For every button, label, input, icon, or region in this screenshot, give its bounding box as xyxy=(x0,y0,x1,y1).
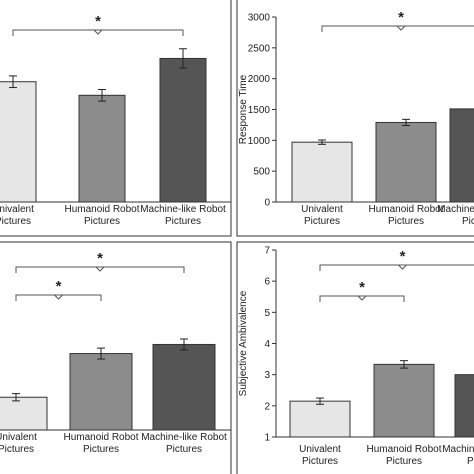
category-label: Machine-like Robot xyxy=(442,444,474,455)
significance-star: * xyxy=(97,250,103,267)
y-tick-label: 1500 xyxy=(248,105,271,116)
significance-star: * xyxy=(56,278,62,295)
significance-bracket xyxy=(12,29,184,36)
category-label: Univalent xyxy=(301,204,343,215)
bar xyxy=(69,353,133,431)
significance-bracket xyxy=(15,294,102,301)
bracket-notch xyxy=(54,294,63,300)
y-tick-label: 1 xyxy=(264,433,270,444)
bar xyxy=(152,343,216,431)
category-label: Humanoid Robot xyxy=(368,204,443,215)
bracket-notch xyxy=(357,295,367,301)
category-label: Pictures xyxy=(304,216,340,227)
y-tick-label: 3 xyxy=(264,370,270,381)
category-label: Pictures xyxy=(302,456,338,467)
category-label: Pictures xyxy=(83,444,119,455)
category-label: Pictures xyxy=(0,216,31,227)
bar xyxy=(0,81,37,203)
significance-bracket xyxy=(321,25,474,32)
category-label: Humanoid Robot xyxy=(64,204,139,215)
y-tick-label: 2 xyxy=(264,401,270,412)
category-label: Machine-like Robot xyxy=(141,432,227,443)
bar xyxy=(291,141,353,203)
bracket-notch xyxy=(93,29,103,35)
significance-bracket xyxy=(319,295,405,302)
bar xyxy=(78,94,126,203)
category-label: Univalent xyxy=(0,432,37,443)
panel-frame xyxy=(0,0,232,237)
y-tick-label: 6 xyxy=(264,277,270,288)
significance-bracket xyxy=(319,264,474,271)
bar xyxy=(289,400,351,438)
y-tick-label: 2500 xyxy=(248,43,271,54)
bracket-notch xyxy=(95,266,105,272)
category-label: Pictures xyxy=(166,444,202,455)
category-label: Humanoid Robot xyxy=(366,444,441,455)
bar xyxy=(159,57,207,203)
panel-top-right: 0 500 1000 1500 2000 2500 3000 Response Time Uni… xyxy=(236,0,474,237)
bar xyxy=(449,108,474,203)
y-tick-label: 5 xyxy=(264,308,270,319)
significance-star: * xyxy=(359,279,365,296)
significance-star: * xyxy=(95,13,101,30)
category-label: Pictures xyxy=(388,216,424,227)
category-label: Pictures xyxy=(462,216,474,227)
y-tick-label: 0 xyxy=(264,198,270,209)
panel-frame xyxy=(0,241,232,474)
y-tick-label: 1000 xyxy=(248,136,271,147)
bar xyxy=(375,121,437,203)
panel-frame xyxy=(236,0,474,237)
category-label: Pictures xyxy=(165,216,201,227)
category-label: Pictures xyxy=(0,444,34,455)
bar xyxy=(454,374,474,438)
significance-star: * xyxy=(398,9,404,26)
panel-frame xyxy=(236,241,474,474)
y-axis-label: Response Time xyxy=(238,74,249,144)
category-label: Machine-like Robot xyxy=(140,204,226,215)
y-tick-label: 4 xyxy=(264,339,270,350)
category-label: Univalent xyxy=(299,444,341,455)
y-axis-label: Subjective Ambivalence xyxy=(238,290,249,396)
category-label: Univalent xyxy=(0,204,34,215)
y-tick-label: 2000 xyxy=(248,74,271,85)
category-label: Pictures xyxy=(386,456,422,467)
significance-bracket xyxy=(15,266,185,273)
category-label: Pictures xyxy=(467,456,474,467)
category-label: Humanoid Robot xyxy=(63,432,138,443)
significance-star: * xyxy=(400,248,406,265)
y-tick-label: 500 xyxy=(253,167,270,178)
bar xyxy=(373,363,435,438)
bracket-notch xyxy=(396,25,406,31)
bar xyxy=(0,396,48,431)
bracket-notch xyxy=(398,264,407,270)
category-label: Machine-like Robot xyxy=(437,204,474,215)
y-tick-label: 7 xyxy=(264,246,270,257)
category-label: Pictures xyxy=(84,216,120,227)
y-tick-label: 3000 xyxy=(248,13,271,24)
